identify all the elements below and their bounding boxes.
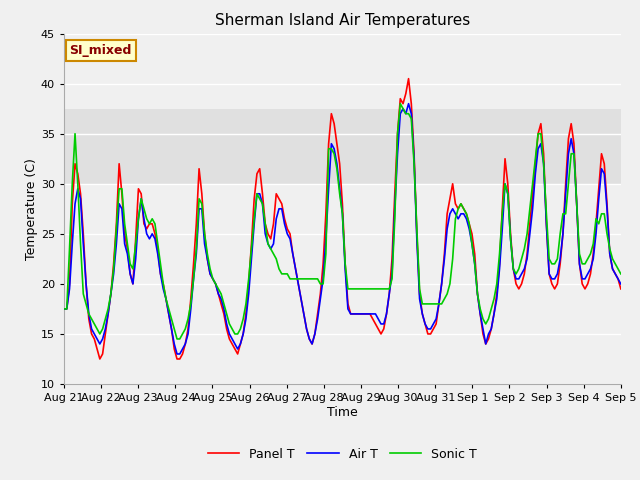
Bar xyxy=(64,108,621,184)
Text: SI_mixed: SI_mixed xyxy=(70,44,132,57)
Sonic T xyxy=(126,261,134,267)
Line: Sonic T: Sonic T xyxy=(64,104,621,339)
Air T xyxy=(60,306,68,312)
Sonic T xyxy=(60,306,68,312)
Panel T xyxy=(96,356,104,362)
Panel T xyxy=(413,231,420,237)
Panel T xyxy=(617,286,625,292)
Panel T xyxy=(214,291,222,297)
Sonic T xyxy=(617,271,625,277)
Air T xyxy=(404,101,412,107)
Sonic T xyxy=(90,321,98,327)
Air T xyxy=(90,331,98,337)
Panel T xyxy=(129,281,137,287)
Air T xyxy=(126,271,134,277)
Air T xyxy=(413,236,420,242)
Title: Sherman Island Air Temperatures: Sherman Island Air Temperatures xyxy=(215,13,470,28)
Air T xyxy=(82,281,90,287)
Sonic T xyxy=(82,301,90,307)
Sonic T xyxy=(173,336,181,342)
Sonic T xyxy=(214,286,222,292)
Panel T xyxy=(82,281,90,287)
Y-axis label: Temperature (C): Temperature (C) xyxy=(25,158,38,260)
Line: Air T: Air T xyxy=(64,104,621,354)
X-axis label: Time: Time xyxy=(327,406,358,419)
Sonic T xyxy=(413,226,420,232)
Sonic T xyxy=(396,101,404,107)
Panel T xyxy=(490,311,498,317)
Panel T xyxy=(90,336,98,342)
Air T xyxy=(617,281,625,287)
Line: Panel T: Panel T xyxy=(64,79,621,359)
Panel T xyxy=(404,76,412,82)
Air T xyxy=(214,291,222,297)
Air T xyxy=(173,351,181,357)
Legend: Panel T, Air T, Sonic T: Panel T, Air T, Sonic T xyxy=(203,443,482,466)
Panel T xyxy=(60,306,68,312)
Air T xyxy=(490,311,498,317)
Sonic T xyxy=(490,296,498,302)
